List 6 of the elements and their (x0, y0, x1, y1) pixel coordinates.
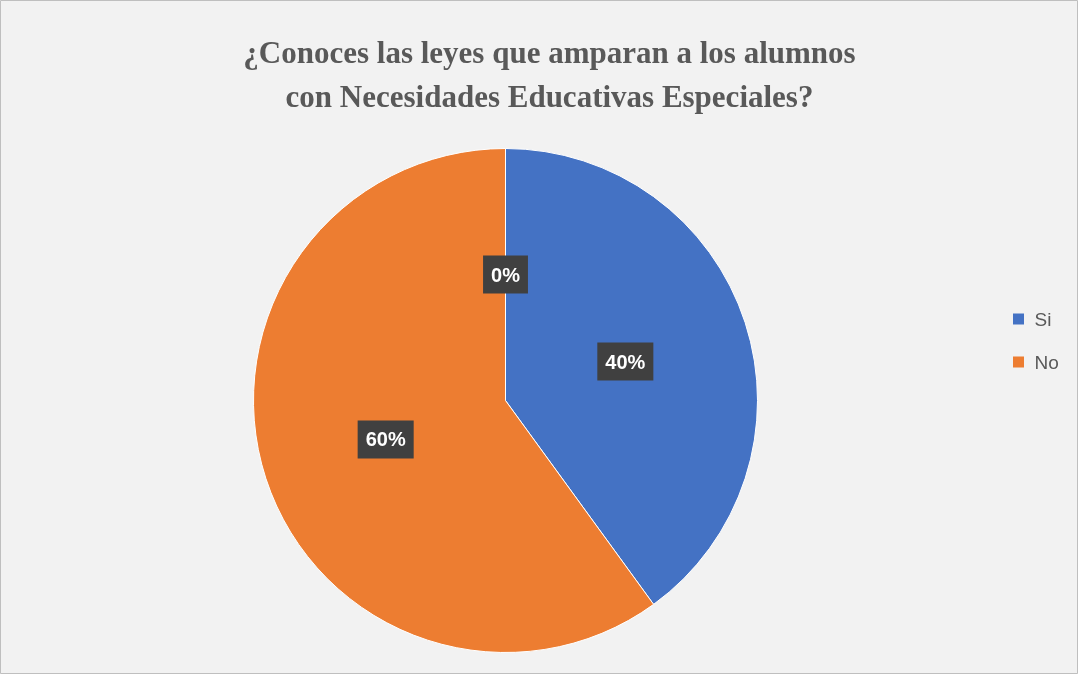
data-label: 60% (365, 428, 406, 451)
legend-label: Si (1034, 308, 1052, 330)
chart-title: ¿Conoces las leyes que amparan a los alumnos con Necesidades Educativas Especiales? (243, 35, 856, 114)
text: 0% (491, 263, 520, 286)
legend-label: No (1034, 351, 1059, 373)
data-label: 40% (605, 350, 646, 373)
